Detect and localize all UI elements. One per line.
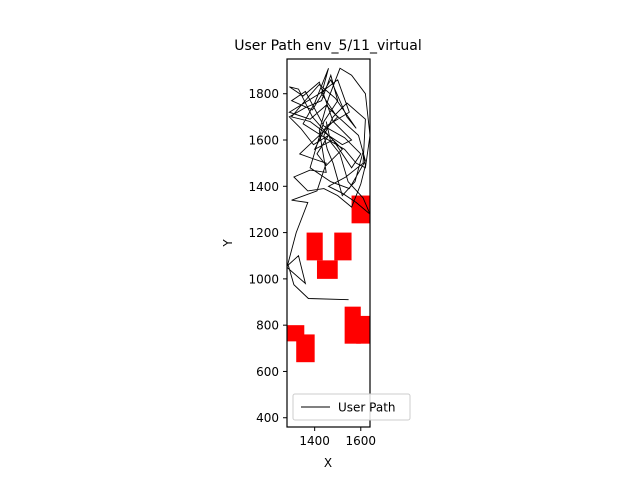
obstacle-rect-5 [306,232,323,261]
obstacle-rect-3 [356,315,370,344]
y-tick-label: 1200 [248,226,279,240]
y-tick-label: 1400 [248,180,279,194]
y-tick-label: 400 [256,411,279,425]
obstacle-rect-4 [316,260,338,279]
legend: User Path [292,393,411,421]
chart-title: User Path env_5/11_virtual [234,38,422,54]
series-line-user-path [286,67,371,301]
x-tick-label: 1600 [346,434,377,448]
y-tick-label: 800 [256,319,279,333]
plot-area [286,58,371,428]
x-axis-label: X [324,456,332,470]
y-tick-label: 1800 [248,87,279,101]
axes-frame [286,58,371,428]
x-axis-ticks: 1400 1600 [299,427,376,448]
y-axis-ticks: 400 600 800 1000 1200 1400 1600 1800 [248,87,287,425]
y-tick-label: 1000 [248,272,279,286]
obstacle-layer [287,195,370,363]
y-tick-label: 600 [256,365,279,379]
y-axis-label: Y [221,239,235,248]
x-tick-label: 1400 [299,434,330,448]
legend-box [292,393,411,421]
y-tick-label: 1600 [248,134,279,148]
obstacle-rect-6 [334,232,352,261]
obstacle-rect-1 [296,334,315,363]
legend-entry-user-path: User Path [338,401,396,415]
path-layer [286,67,371,301]
